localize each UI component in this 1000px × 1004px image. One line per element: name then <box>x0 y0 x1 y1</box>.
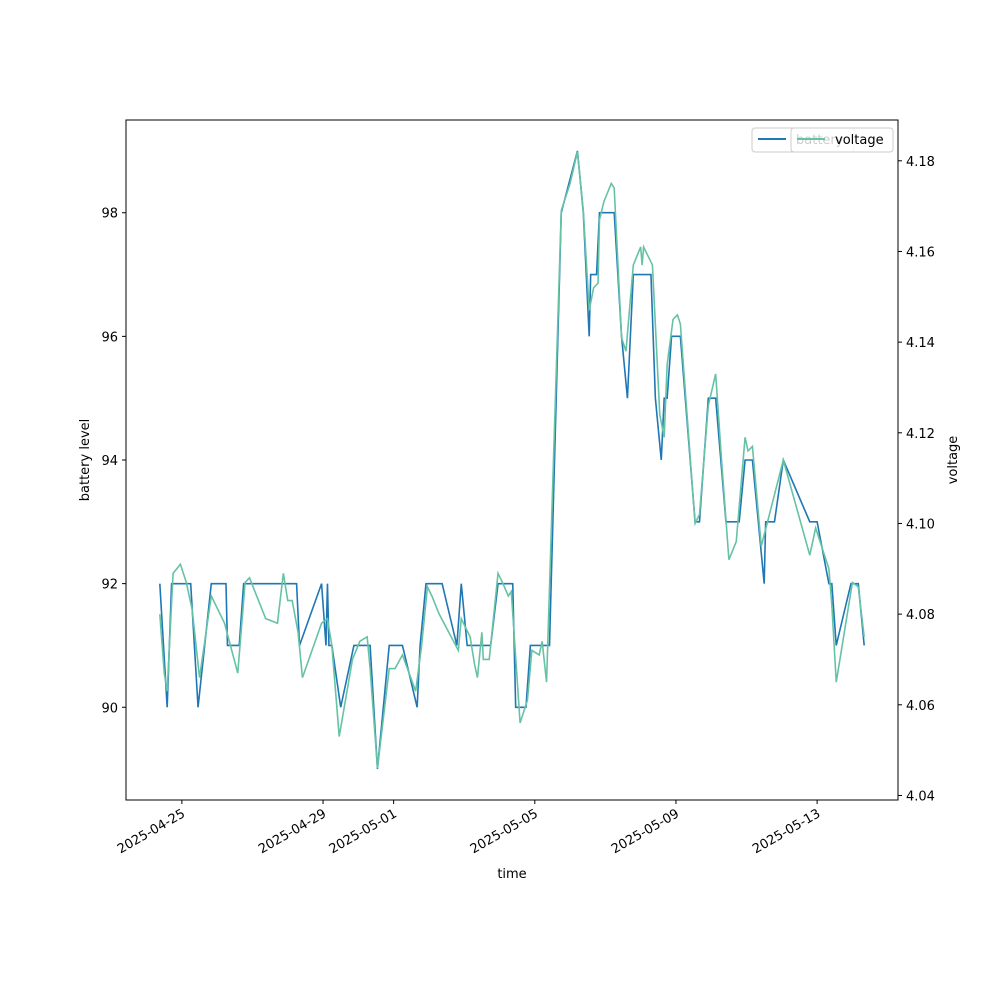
x-tick-label: 2025-05-09 <box>609 806 682 857</box>
y2-tick-label: 4.18 <box>906 155 935 170</box>
y2-tick-label: 4.08 <box>906 608 935 623</box>
plot-frame <box>125 119 899 801</box>
legend-label: voltage <box>835 133 884 148</box>
x-tick-label: 2025-05-13 <box>750 806 823 857</box>
x-tick-label: 2025-05-05 <box>468 806 541 857</box>
y-tick-label: 98 <box>101 207 118 222</box>
legend-box <box>790 127 894 153</box>
x-tick-label: 2025-05-01 <box>327 806 400 857</box>
y2-axis-label: voltage <box>946 436 961 485</box>
y-tick-label: 94 <box>101 454 118 469</box>
y-tick-label: 92 <box>101 578 118 593</box>
y2-tick-label: 4.04 <box>906 789 935 804</box>
x-tick-label: 2025-04-25 <box>115 806 188 857</box>
series-line <box>159 151 865 769</box>
y-tick-label: 96 <box>101 330 118 345</box>
y2-tick-label: 4.16 <box>906 245 935 260</box>
series-line <box>159 150 865 770</box>
y2-tick-label: 4.12 <box>906 427 935 442</box>
y2-tick-label: 4.14 <box>906 336 935 351</box>
x-axis-label: time <box>497 867 526 882</box>
y-tick-label: 90 <box>101 701 118 716</box>
y-axis-label: battery level <box>78 419 93 502</box>
x-tick-label: 2025-04-29 <box>256 806 329 857</box>
y2-tick-label: 4.10 <box>906 517 935 532</box>
y2-tick-label: 4.06 <box>906 699 935 714</box>
